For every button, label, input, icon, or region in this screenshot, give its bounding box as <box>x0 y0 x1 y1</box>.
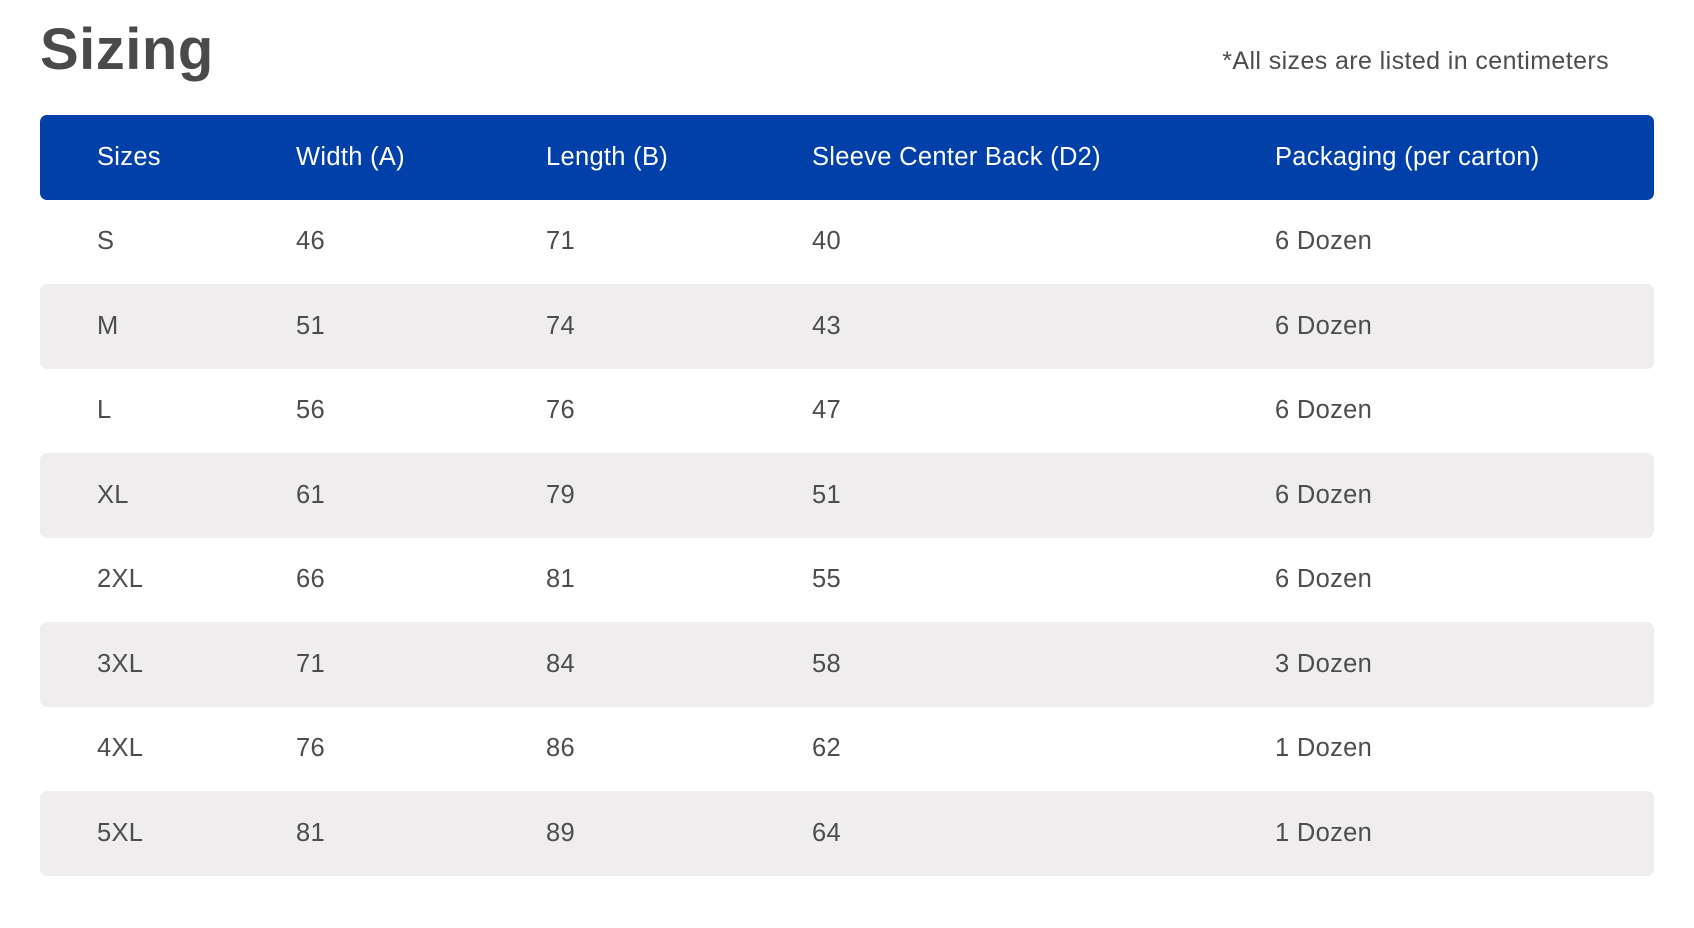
sleeve-cell: 55 <box>812 565 841 594</box>
table-row: 2XL 66 81 55 6 Dozen <box>40 538 1654 623</box>
sleeve-cell: 47 <box>812 396 841 425</box>
size-cell: M <box>97 311 119 340</box>
size-cell: S <box>97 227 115 256</box>
width-cell: 46 <box>296 227 325 256</box>
size-cell: 3XL <box>97 649 144 678</box>
length-cell: 86 <box>546 734 575 763</box>
length-cell: 89 <box>546 818 575 847</box>
table-row: 3XL 71 84 58 3 Dozen <box>40 622 1654 707</box>
sleeve-cell: 58 <box>812 649 841 678</box>
table-row: 4XL 76 86 62 1 Dozen <box>40 707 1654 792</box>
header-packaging: Packaging (per carton) <box>1275 142 1540 171</box>
size-cell: 2XL <box>97 565 144 594</box>
size-table: Sizes Width (A) Length (B) Sleeve Center… <box>40 115 1654 876</box>
length-cell: 81 <box>546 565 575 594</box>
length-cell: 71 <box>546 227 575 256</box>
packaging-cell: 1 Dozen <box>1275 818 1373 847</box>
table-header-row: Sizes Width (A) Length (B) Sleeve Center… <box>40 115 1654 200</box>
header-sizes: Sizes <box>97 142 161 171</box>
table-row: 5XL 81 89 64 1 Dozen <box>40 791 1654 876</box>
length-cell: 84 <box>546 649 575 678</box>
size-cell: XL <box>97 480 129 509</box>
length-cell: 74 <box>546 311 575 340</box>
width-cell: 51 <box>296 311 325 340</box>
packaging-cell: 6 Dozen <box>1275 311 1373 340</box>
sleeve-cell: 43 <box>812 311 841 340</box>
header-width: Width (A) <box>296 142 405 171</box>
length-cell: 79 <box>546 480 575 509</box>
sleeve-cell: 51 <box>812 480 841 509</box>
packaging-cell: 3 Dozen <box>1275 649 1373 678</box>
length-cell: 76 <box>546 396 575 425</box>
packaging-cell: 1 Dozen <box>1275 734 1373 763</box>
packaging-cell: 6 Dozen <box>1275 565 1373 594</box>
table-row: M 51 74 43 6 Dozen <box>40 284 1654 369</box>
sleeve-cell: 64 <box>812 818 841 847</box>
table-row: S 46 71 40 6 Dozen <box>40 200 1654 285</box>
width-cell: 81 <box>296 818 325 847</box>
width-cell: 66 <box>296 565 325 594</box>
table-row: L 56 76 47 6 Dozen <box>40 369 1654 454</box>
sleeve-cell: 62 <box>812 734 841 763</box>
width-cell: 56 <box>296 396 325 425</box>
packaging-cell: 6 Dozen <box>1275 396 1373 425</box>
sleeve-cell: 40 <box>812 227 841 256</box>
packaging-cell: 6 Dozen <box>1275 480 1373 509</box>
size-cell: 4XL <box>97 734 144 763</box>
width-cell: 76 <box>296 734 325 763</box>
size-cell: L <box>97 396 112 425</box>
page-title: Sizing <box>40 17 214 82</box>
header-length: Length (B) <box>546 142 669 171</box>
width-cell: 71 <box>296 649 325 678</box>
table-row: XL 61 79 51 6 Dozen <box>40 453 1654 538</box>
packaging-cell: 6 Dozen <box>1275 227 1373 256</box>
header-sleeve-center-back: Sleeve Center Back (D2) <box>812 142 1101 171</box>
units-note: *All sizes are listed in centimeters <box>1222 47 1609 75</box>
width-cell: 61 <box>296 480 325 509</box>
size-cell: 5XL <box>97 818 144 847</box>
